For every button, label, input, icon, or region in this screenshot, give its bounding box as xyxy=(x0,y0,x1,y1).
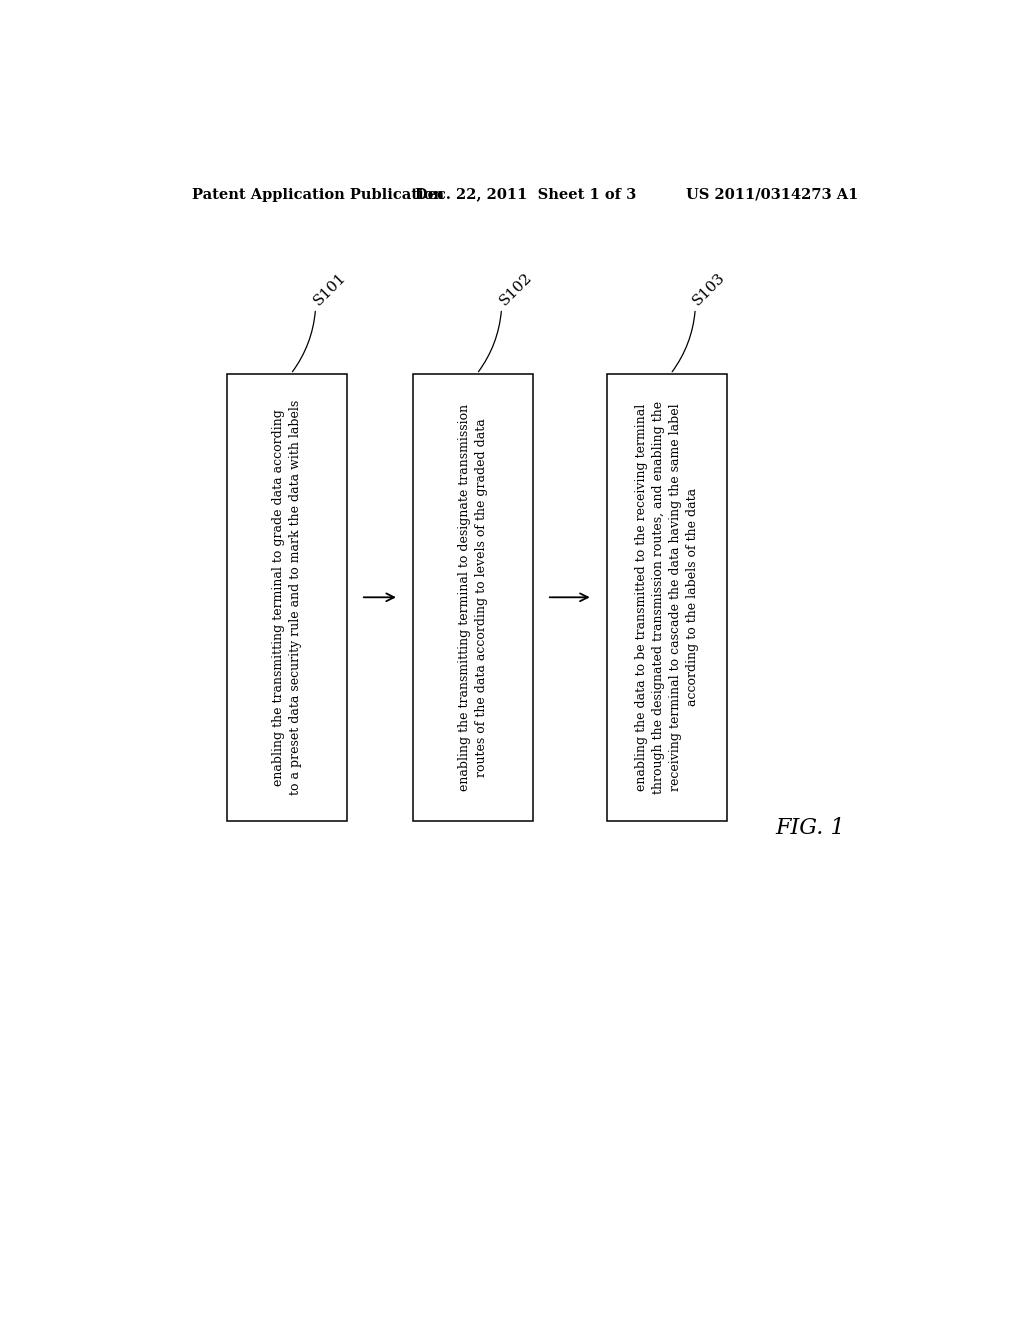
Text: enabling the transmitting terminal to grade data according
to a preset data secu: enabling the transmitting terminal to gr… xyxy=(272,400,302,795)
Text: S101: S101 xyxy=(310,271,348,309)
Bar xyxy=(606,374,727,821)
Text: S103: S103 xyxy=(690,271,728,308)
Text: Patent Application Publication: Patent Application Publication xyxy=(191,187,443,202)
Text: S102: S102 xyxy=(497,271,535,309)
Text: US 2011/0314273 A1: US 2011/0314273 A1 xyxy=(686,187,858,202)
Text: Dec. 22, 2011  Sheet 1 of 3: Dec. 22, 2011 Sheet 1 of 3 xyxy=(415,187,636,202)
Bar xyxy=(413,374,532,821)
Text: enabling the data to be transmitted to the receiving terminal
through the design: enabling the data to be transmitted to t… xyxy=(635,401,698,793)
Bar xyxy=(226,374,347,821)
Text: FIG. 1: FIG. 1 xyxy=(775,817,845,840)
Text: enabling the transmitting terminal to designate transmission
routes of the data : enabling the transmitting terminal to de… xyxy=(458,404,487,791)
